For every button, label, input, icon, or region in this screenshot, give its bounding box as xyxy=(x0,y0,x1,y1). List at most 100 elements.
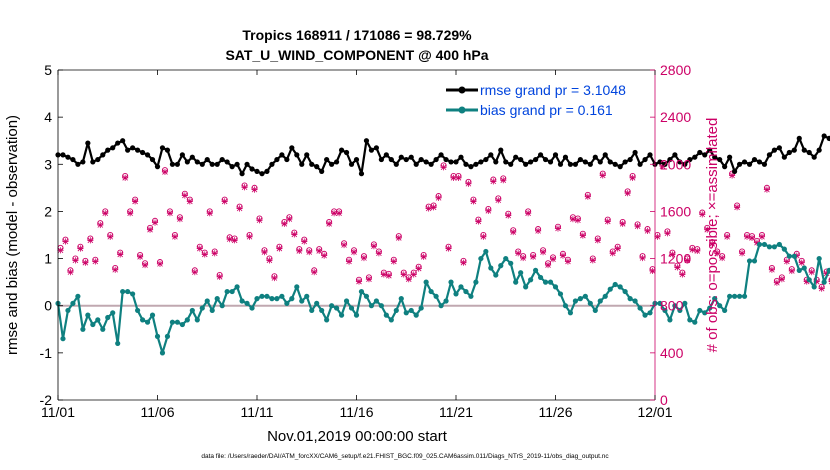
bias-point xyxy=(358,288,365,295)
bias-point xyxy=(428,288,434,295)
rmse-point xyxy=(189,154,195,160)
rmse-point xyxy=(756,159,763,165)
rmse-point xyxy=(806,149,812,156)
obs-assimilated-point xyxy=(67,269,74,276)
bias-point xyxy=(135,307,141,314)
bias-point xyxy=(463,288,469,295)
obs-assimilated-point xyxy=(699,211,706,218)
obs-assimilated-point xyxy=(460,259,467,266)
obs-assimilated-point xyxy=(644,227,651,234)
obs-assimilated-point xyxy=(758,233,766,240)
bias-point xyxy=(816,255,822,262)
bias-point xyxy=(826,267,830,273)
bias-point xyxy=(209,307,215,314)
bias-point xyxy=(592,307,598,314)
bias-point xyxy=(274,296,280,302)
bias-point xyxy=(249,305,255,311)
obs-assimilated-point xyxy=(141,261,149,269)
obs-assimilated-point xyxy=(818,285,825,292)
bias-point xyxy=(338,312,345,318)
rmse-point xyxy=(766,152,773,158)
obs-assimilated-point xyxy=(609,250,616,257)
rmse-point xyxy=(388,156,394,163)
obs-assimilated-point xyxy=(186,198,193,205)
bias-point xyxy=(508,260,514,266)
bias-point xyxy=(184,317,190,323)
rmse-point xyxy=(791,147,797,153)
bias-point xyxy=(284,300,290,306)
rmse-point xyxy=(602,152,608,158)
obs-assimilated-point xyxy=(465,180,472,187)
bias-point xyxy=(627,296,633,302)
rmse-point xyxy=(717,156,723,163)
bias-point xyxy=(806,277,812,283)
obs-assimilated-point xyxy=(166,210,174,217)
x-tick-label: 11/11 xyxy=(241,404,274,420)
rmse-point xyxy=(493,159,499,165)
bias-point xyxy=(393,307,399,314)
bias-point xyxy=(746,258,753,264)
bias-point xyxy=(637,305,643,311)
rmse-point xyxy=(244,161,250,167)
rmse-point xyxy=(562,154,569,160)
rmse-point xyxy=(508,161,514,167)
rmse-point xyxy=(259,171,265,177)
rmse-point xyxy=(179,152,185,158)
obs-assimilated-point xyxy=(430,204,437,211)
rmse-point xyxy=(249,166,255,172)
rmse-point xyxy=(224,159,230,165)
obs-assimilated-point xyxy=(679,271,686,278)
obs-assimilated-point xyxy=(321,252,328,259)
rmse-point xyxy=(572,161,579,167)
rmse-point xyxy=(746,161,753,167)
obs-assimilated-point xyxy=(296,247,303,255)
rmse-point xyxy=(697,149,703,156)
rmse-point xyxy=(468,164,474,170)
obs-assimilated-point xyxy=(181,192,188,199)
obs-assimilated-point xyxy=(724,233,731,240)
y-right-tick-label: 2400 xyxy=(660,109,691,125)
obs-assimilated-point xyxy=(738,250,746,257)
bias-point xyxy=(528,277,534,283)
legend-bias-marker xyxy=(458,106,466,114)
obs-assimilated-point xyxy=(107,233,114,240)
rmse-point xyxy=(403,156,409,163)
obs-assimilated-point xyxy=(649,267,656,275)
bias-point xyxy=(662,307,668,314)
bias-point xyxy=(483,248,489,255)
bias-point xyxy=(378,303,384,309)
x-tick-label: 11/21 xyxy=(439,404,473,420)
bias-point xyxy=(597,298,603,304)
obs-assimilated-point xyxy=(510,228,517,236)
obs-assimilated-point xyxy=(475,218,482,225)
rmse-point xyxy=(423,159,429,165)
bias-point xyxy=(542,279,549,285)
bias-point xyxy=(60,336,66,342)
rmse-point xyxy=(627,156,633,163)
bias-point xyxy=(503,255,509,262)
obs-assimilated-point xyxy=(559,252,567,259)
bias-point xyxy=(95,317,101,323)
bias-point xyxy=(537,274,544,281)
bias-point xyxy=(498,263,504,269)
bias-point xyxy=(373,298,379,304)
rmse-point xyxy=(732,168,738,174)
bias-point xyxy=(712,296,718,302)
obs-assimilated-point xyxy=(211,250,218,257)
rmse-point xyxy=(174,161,180,167)
obs-assimilated-point xyxy=(221,198,228,205)
rmse-point xyxy=(542,156,549,163)
y-left-tick-label: 3 xyxy=(44,156,52,172)
obs-assimilated-point xyxy=(127,210,134,217)
obs-assimilated-point xyxy=(226,236,233,243)
obs-assimilated-point xyxy=(241,184,248,191)
rmse-point xyxy=(597,159,603,165)
rmse-point xyxy=(289,145,295,151)
obs-assimilated-point xyxy=(82,259,89,266)
rmse-point xyxy=(453,159,459,165)
bias-point xyxy=(159,350,166,356)
bias-point xyxy=(269,296,275,302)
bias-point xyxy=(304,293,310,299)
rmse-point xyxy=(722,164,728,170)
